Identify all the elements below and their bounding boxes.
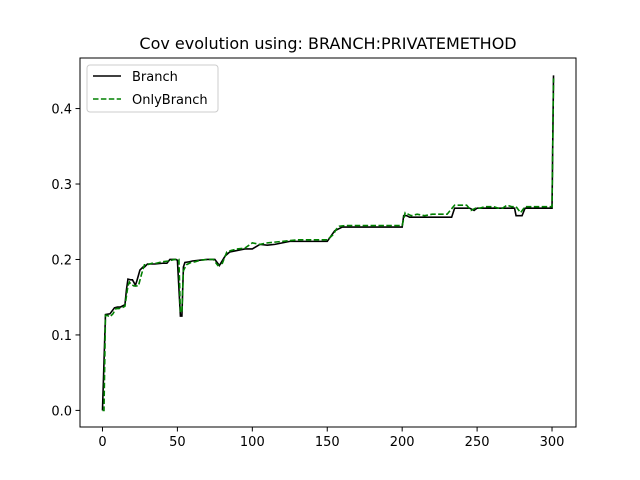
axes-frame (79, 57, 577, 428)
legend: Branch OnlyBranch (86, 64, 219, 113)
y-tick-label: 0.2 (51, 253, 72, 268)
x-tick-label: 50 (169, 435, 186, 450)
y-tick-label: 0.3 (51, 178, 72, 193)
series-layer (101, 75, 555, 412)
x-tick-label: 100 (240, 435, 265, 450)
x-tick-label: 300 (540, 435, 565, 450)
x-tick-label: 250 (465, 435, 490, 450)
legend-label-onlybranch: OnlyBranch (132, 93, 208, 108)
x-tick-label: 0 (98, 435, 106, 450)
x-tick-label: 150 (315, 435, 340, 450)
legend-label-branch: Branch (132, 70, 178, 85)
axes-layer: 0 50 100 150 200 250 300 0.0 0.1 0.2 0.3 0.4 (51, 57, 577, 450)
y-tick-label: 0.1 (51, 329, 72, 344)
series-line-onlybranch (102, 78, 555, 412)
y-tick-label: 0.0 (51, 404, 72, 419)
x-tick-label: 200 (390, 435, 415, 450)
chart-title: Cov evolution using: BRANCH:PRIVATEMETHO… (139, 34, 516, 53)
y-tick-label: 0.4 (51, 103, 72, 118)
